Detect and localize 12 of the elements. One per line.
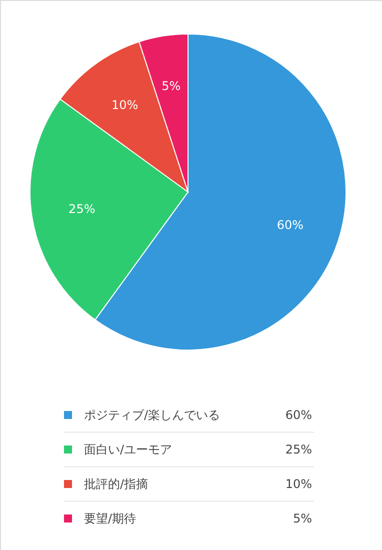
- legend-label: 批評的/指摘: [84, 477, 148, 491]
- text: 10%: [285, 477, 312, 491]
- legend-label: 面白い/ユーモア: [84, 442, 172, 456]
- text: 60%: [285, 408, 312, 422]
- data-label: 25%: [68, 202, 96, 216]
- legend-label: 要望/期待: [84, 512, 136, 526]
- data-label: 10%: [112, 98, 138, 112]
- data-label: 5%: [162, 78, 181, 93]
- text: 5%: [292, 512, 312, 526]
- text: 25%: [285, 442, 312, 456]
- data-label: 60%: [276, 218, 304, 232]
- legend-label: ポジティブ/楽しんでいる: [84, 408, 220, 422]
